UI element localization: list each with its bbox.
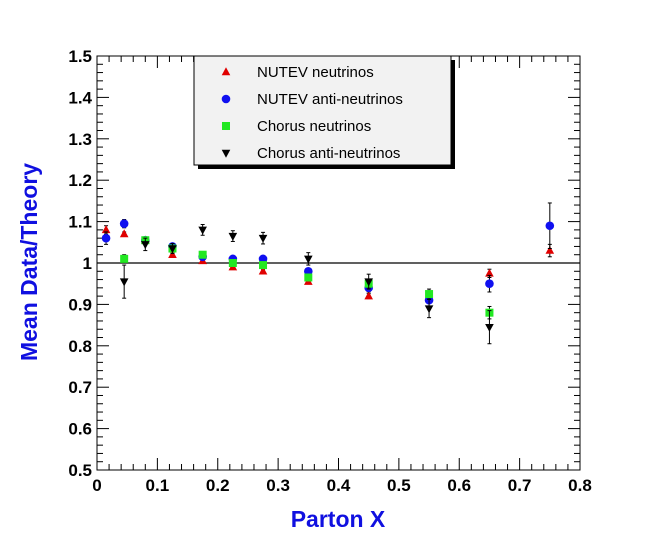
data-point [485, 323, 494, 332]
y-tick-label: 1.4 [68, 88, 92, 107]
y-tick-label: 1.2 [68, 171, 92, 190]
data-point [304, 266, 313, 276]
x-tick-label: 0.2 [206, 476, 230, 495]
data-point [119, 229, 129, 238]
data-point [425, 290, 434, 299]
x-tick-label: 0.3 [266, 476, 290, 495]
data-point [101, 233, 111, 243]
legend-label: Chorus anti-neutrinos [257, 145, 400, 162]
data-point [101, 225, 111, 234]
x-tick-label: 0.8 [568, 476, 592, 495]
data-point [228, 259, 237, 267]
legend-label: NUTEV anti-neutrinos [257, 91, 403, 108]
data-point [304, 273, 313, 282]
data-point [364, 278, 373, 287]
y-tick-label: 1 [83, 254, 92, 273]
series-chorus-anti-neutrinos [119, 223, 494, 345]
x-tick-label: 0.7 [508, 476, 532, 495]
data-point [258, 234, 268, 243]
y-tick-label: 1.3 [68, 130, 92, 149]
y-tick-label: 0.6 [68, 420, 92, 439]
data-point [119, 219, 129, 228]
x-axis-title: Parton X [291, 506, 386, 532]
y-tick-label: 0.7 [68, 378, 92, 397]
data-point [258, 266, 268, 275]
legend-marker [221, 149, 231, 158]
legend-box [193, 55, 452, 166]
y-tick-label: 1.1 [68, 213, 92, 232]
y-tick-label: 0.9 [68, 295, 92, 314]
data-point [141, 241, 150, 250]
data-point [258, 254, 268, 264]
x-tick-label: 0 [92, 476, 101, 495]
legend-marker [221, 94, 231, 104]
legend-label: Chorus neutrinos [257, 118, 371, 135]
data-point [545, 221, 555, 231]
data-point [259, 261, 268, 270]
data-point [119, 278, 129, 287]
x-tick-label: 0.6 [447, 476, 471, 495]
data-point [168, 245, 177, 254]
data-point [485, 268, 494, 277]
x-tick-label: 0.4 [327, 476, 351, 495]
data-point [545, 245, 555, 254]
data-point [424, 305, 434, 314]
x-tick-label: 0.1 [146, 476, 170, 495]
data-point [485, 279, 494, 289]
data-point [198, 250, 207, 259]
data-point [228, 232, 238, 241]
data-point [364, 291, 373, 300]
legend-label: NUTEV neutrinos [257, 64, 374, 81]
y-tick-label: 1.5 [68, 47, 92, 66]
legend-marker [222, 122, 230, 130]
y-tick-label: 0.8 [68, 337, 92, 356]
data-point [198, 226, 207, 235]
x-tick-label: 0.5 [387, 476, 411, 495]
y-tick-label: 0.5 [68, 461, 92, 480]
data-point [120, 254, 129, 263]
legend-marker [221, 67, 231, 76]
data-point [304, 255, 313, 264]
y-axis-title: Mean Data/Theory [16, 163, 42, 361]
